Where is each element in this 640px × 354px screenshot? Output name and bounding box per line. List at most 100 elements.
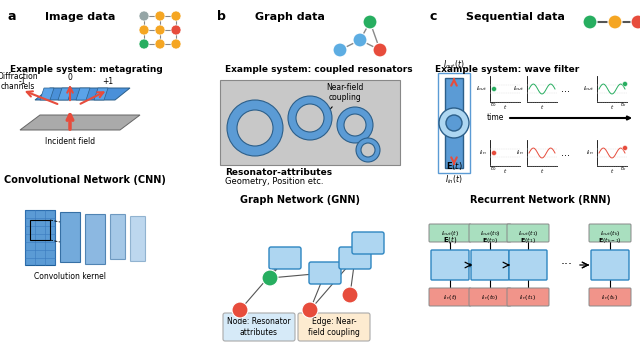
Circle shape [631,15,640,29]
Text: $I_{out}(t)$: $I_{out}(t)$ [441,228,459,238]
Bar [220,80,400,165]
Text: Node: Resonator
attributes: Node: Resonator attributes [227,317,291,337]
Text: =: = [466,257,478,273]
Text: $t_0$: $t_0$ [490,165,497,173]
Text: $I_{in}$: $I_{in}$ [586,149,594,158]
FancyBboxPatch shape [507,224,549,242]
Circle shape [232,302,248,318]
Circle shape [583,15,597,29]
Circle shape [171,11,181,21]
Circle shape [342,287,358,303]
Text: ...: ... [561,148,570,158]
Text: Example system: wave filter: Example system: wave filter [435,65,579,74]
FancyBboxPatch shape [431,250,469,280]
Text: Diffraction
channels: Diffraction channels [0,72,38,91]
Text: Resonator-attributes: Resonator-attributes [225,168,332,177]
Text: $t_k$: $t_k$ [620,165,627,173]
Circle shape [337,107,373,143]
Circle shape [288,96,332,140]
Circle shape [155,25,165,35]
Polygon shape [76,88,90,100]
Text: $\mathbf{E}(t)$: $\mathbf{E}(t)$ [445,160,463,172]
Circle shape [492,150,497,155]
Text: Geometry, Position etc.: Geometry, Position etc. [225,177,323,186]
Circle shape [623,81,627,86]
Polygon shape [20,115,140,130]
Text: Incident field: Incident field [45,137,95,146]
Polygon shape [58,88,72,100]
Circle shape [139,25,149,35]
Text: Recurrent Network (RNN): Recurrent Network (RNN) [470,195,611,205]
Text: $I_{out}(t_0)$: $I_{out}(t_0)$ [479,228,500,238]
Circle shape [608,15,622,29]
Text: Near-field
coupling: Near-field coupling [321,82,364,120]
Text: $\mathbf{E}(t_1)$: $\mathbf{E}(t_1)$ [520,236,536,245]
Text: $I_{in}$: $I_{in}$ [516,149,524,158]
Text: $I_{in}(t_0)$: $I_{in}(t_0)$ [481,292,499,302]
Circle shape [356,138,380,162]
Polygon shape [35,88,130,100]
Polygon shape [94,88,108,100]
Text: Image data: Image data [45,12,115,22]
Circle shape [363,15,377,29]
Text: Edge: Near-
field coupling: Edge: Near- field coupling [308,317,360,337]
Text: Graph data: Graph data [255,12,325,22]
FancyBboxPatch shape [429,288,471,306]
Text: $I_{out}$: $I_{out}$ [513,85,524,93]
Circle shape [446,115,462,131]
Circle shape [302,302,318,318]
Text: NN: NN [361,239,375,247]
FancyBboxPatch shape [509,250,547,280]
Text: b: b [217,10,226,23]
FancyBboxPatch shape [589,224,631,242]
Bar [60,212,80,262]
Text: t: t [541,105,543,110]
FancyBboxPatch shape [339,247,371,269]
Text: ...: ... [561,84,570,94]
FancyBboxPatch shape [471,250,509,280]
Text: $I_{out}$: $I_{out}$ [476,85,487,93]
Circle shape [155,11,165,21]
Text: t: t [504,169,506,174]
Text: $I_{out}(t_k)$: $I_{out}(t_k)$ [600,228,620,238]
Text: $I_{out}$: $I_{out}$ [583,85,594,93]
Text: $\mathbf{E}(t)$: $\mathbf{E}(t)$ [443,234,457,245]
Circle shape [155,39,165,49]
Circle shape [139,11,149,21]
FancyBboxPatch shape [298,313,370,341]
Text: Graph Network (GNN): Graph Network (GNN) [240,195,360,205]
Bar [25,210,55,265]
Text: Example system: coupled resonators: Example system: coupled resonators [225,65,413,74]
Circle shape [237,110,273,146]
Text: c: c [430,10,437,23]
Circle shape [361,143,375,157]
Text: $I_{in}$: $I_{in}$ [479,149,487,158]
Text: NN: NN [318,268,332,278]
Text: a: a [8,10,17,23]
Circle shape [353,33,367,47]
FancyBboxPatch shape [269,247,301,269]
Text: t: t [541,169,543,174]
Bar [85,214,105,264]
FancyBboxPatch shape [223,313,295,341]
Text: t: t [611,169,613,174]
Text: +1: +1 [102,78,113,86]
FancyBboxPatch shape [309,262,341,284]
Text: Example system: metagrating: Example system: metagrating [10,65,163,74]
Text: time: time [487,114,630,122]
Text: $I_{in}(t_k)$: $I_{in}(t_k)$ [602,292,619,302]
Circle shape [227,100,283,156]
Polygon shape [40,88,54,100]
Text: NN: NN [348,253,362,263]
Text: $t_k$: $t_k$ [620,101,627,109]
FancyBboxPatch shape [429,224,471,242]
Text: $\mathbf{E}(t_{k-1})$: $\mathbf{E}(t_{k-1})$ [598,236,622,245]
Text: NN: NN [603,261,617,269]
Text: $\mathbf{E}(t_0)$: $\mathbf{E}(t_0)$ [482,236,498,245]
Circle shape [373,43,387,57]
Bar [445,78,463,168]
Circle shape [439,108,469,138]
Circle shape [171,25,181,35]
Text: $I_{in}(t_1)$: $I_{in}(t_1)$ [519,292,537,302]
Circle shape [623,145,627,150]
